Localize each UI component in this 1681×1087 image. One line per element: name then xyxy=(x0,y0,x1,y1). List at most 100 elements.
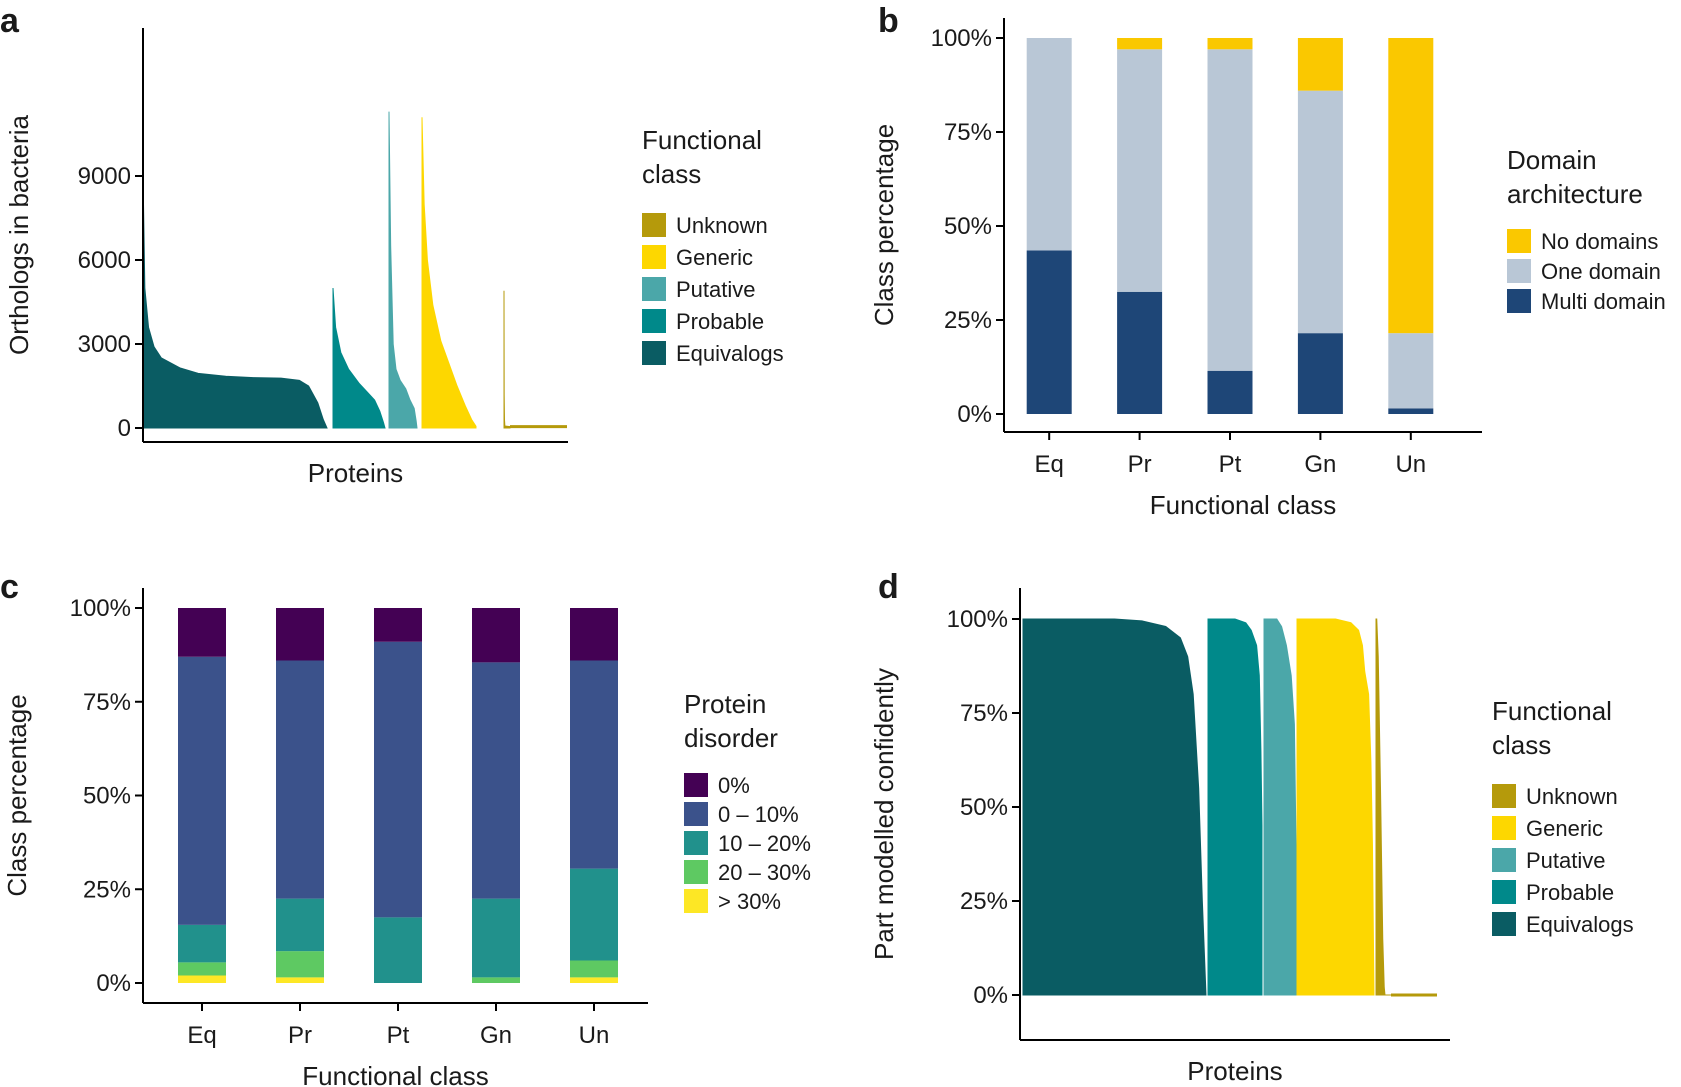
panel-b-x-axis-title: Functional class xyxy=(1150,490,1336,520)
panel-c-x-axis-title: Functional class xyxy=(302,1061,488,1087)
panel-b-bar-pr-one-domain xyxy=(1117,49,1163,292)
panel-a-area-putative xyxy=(388,111,418,429)
panel-d-area-probable xyxy=(1207,618,1263,996)
panel-b-x-tick-label-pr: Pr xyxy=(1128,451,1152,478)
panel-b-x-tick-label-pt: Pt xyxy=(1219,451,1242,478)
panel-b-x-tick-label-gn: Gn xyxy=(1304,451,1336,478)
panel-c-bar-un-0-10 xyxy=(570,660,618,869)
panel-c-legend-label-10-20: 10 – 20% xyxy=(718,831,811,856)
panel-b-x-tick-label-un: Un xyxy=(1395,451,1426,478)
panel-b-y-tick-label-2: 50% xyxy=(944,213,992,240)
panel-b-bar-pt-one-domain xyxy=(1207,49,1253,371)
panel-a-legend-title-1: class xyxy=(642,159,701,189)
panel-c-legend-swatch-10-20 xyxy=(684,831,708,855)
panel-c-bar-pr-0-10 xyxy=(276,660,324,899)
panel-b-bar-eq-one-domain xyxy=(1026,38,1072,251)
panel-a-legend-swatch-putative xyxy=(642,277,666,301)
panel-c-bar-un-0 xyxy=(570,608,618,661)
panel-c-legend-title-1: disorder xyxy=(684,723,778,753)
panel-b-bar-gn-no-domains xyxy=(1297,38,1343,91)
panel-b-bar-pt-no-domains xyxy=(1207,38,1253,50)
panel-b-legend-label-multi-domain: Multi domain xyxy=(1541,289,1666,314)
panel-c-bar-gn-20-30 xyxy=(472,977,520,983)
panel-a-legend-label-equivalogs: Equivalogs xyxy=(676,341,784,366)
panel-c-bar-pr-10-20 xyxy=(276,898,324,952)
panel-d-y-tick-label-4: 100% xyxy=(947,606,1008,633)
panel-b-x-tick-label-eq: Eq xyxy=(1035,451,1064,478)
panel-d-area-generic xyxy=(1296,618,1375,996)
panel-b-bar-gn-multi-domain xyxy=(1297,333,1343,414)
panel-d-area-unknown xyxy=(1375,618,1391,996)
panel-c-legend-swatch-0 xyxy=(684,773,708,797)
panel-d-legend-label-probable: Probable xyxy=(1526,880,1614,905)
panel-c-legend-swatch-20-30 xyxy=(684,860,708,884)
panel-d-area-equivalogs xyxy=(1022,618,1207,996)
panel-c-y-tick-label-0: 0% xyxy=(96,970,131,997)
panel-d-legend-title-1: class xyxy=(1492,730,1551,760)
panel-c-bar-eq-10-20 xyxy=(178,924,226,963)
panel-c-legend-title-0: Protein xyxy=(684,689,766,719)
panel-b-legend-title-0: Domain xyxy=(1507,145,1597,175)
panel-b-legend-swatch-one-domain xyxy=(1507,259,1531,283)
panel-c-bar-pt-0-10 xyxy=(374,641,422,918)
panel-c-bar-eq-0-10 xyxy=(178,656,226,925)
panel-c-y-axis-title: Class percentage xyxy=(2,694,32,896)
panel-c-legend-label-0: 0% xyxy=(718,773,750,798)
panel-d-legend-swatch-probable xyxy=(1492,880,1516,904)
panel-d-x-axis-title: Proteins xyxy=(1187,1056,1282,1086)
panel-d-legend-title-0: Functional xyxy=(1492,696,1612,726)
panel-d-legend-label-equivalogs: Equivalogs xyxy=(1526,912,1634,937)
panel-d-legend-swatch-equivalogs xyxy=(1492,912,1516,936)
panel-a-area-unknown xyxy=(503,290,511,429)
panel-a-y-axis-title: Orthologs in bacteria xyxy=(4,115,34,355)
panel-c-y-tick-label-4: 100% xyxy=(70,595,131,622)
panel-c-x-tick-label-eq: Eq xyxy=(187,1022,216,1049)
panel-c-y-tick-label-2: 50% xyxy=(83,783,131,810)
panel-b-bar-un-one-domain xyxy=(1388,333,1434,409)
panel-b-y-tick-label-0: 0% xyxy=(957,401,992,428)
panel-a-area-probable xyxy=(332,287,386,429)
panel-b-bar-pr-no-domains xyxy=(1117,38,1163,50)
panel-a-legend-label-generic: Generic xyxy=(676,245,753,270)
panel-b-legend-swatch-multi-domain xyxy=(1507,289,1531,313)
panel-letter-b: b xyxy=(878,2,899,40)
panel-d-area-putative xyxy=(1263,618,1297,996)
panel-d-legend-swatch-unknown xyxy=(1492,784,1516,808)
panel-a-y-tick-label-1: 3000 xyxy=(78,331,131,358)
panel-d-y-tick-label-3: 75% xyxy=(960,700,1008,727)
panel-b-bar-un-no-domains xyxy=(1388,38,1434,334)
panel-d-legend-label-generic: Generic xyxy=(1526,816,1603,841)
panel-a-legend-label-unknown: Unknown xyxy=(676,213,768,238)
panel-c-x-tick-label-pr: Pr xyxy=(288,1022,312,1049)
panel-d-y-tick-label-2: 50% xyxy=(960,794,1008,821)
panel-b-bar-gn-one-domain xyxy=(1297,90,1343,334)
panel-a-y-tick-label-3: 9000 xyxy=(78,163,131,190)
panel-a-area-generic xyxy=(421,117,477,429)
panel-a-legend-swatch-probable xyxy=(642,309,666,333)
panel-letter-d: d xyxy=(878,568,899,606)
panel-b-legend-label-no-domains: No domains xyxy=(1541,229,1658,254)
panel-c-bar-eq-0 xyxy=(178,608,226,657)
panel-c-bar-pr-20-30 xyxy=(276,951,324,978)
panel-b-bar-pr-multi-domain xyxy=(1117,291,1163,414)
panel-d-y-tick-label-1: 25% xyxy=(960,888,1008,915)
panel-c-bar-un-20-30 xyxy=(570,960,618,978)
panel-a-legend-label-putative: Putative xyxy=(676,277,756,302)
panel-c-legend-swatch-30 xyxy=(684,889,708,913)
panel-a-legend-swatch-equivalogs xyxy=(642,341,666,365)
panel-c-x-tick-label-un: Un xyxy=(579,1022,610,1049)
panel-d-legend-label-putative: Putative xyxy=(1526,848,1606,873)
panel-c-legend-swatch-0-10 xyxy=(684,802,708,826)
panel-d-legend-label-unknown: Unknown xyxy=(1526,784,1618,809)
panel-d-y-tick-label-0: 0% xyxy=(973,982,1008,1009)
panel-letter-c: c xyxy=(0,568,19,606)
panel-c-y-tick-label-1: 25% xyxy=(83,876,131,903)
panel-c-bar-pr-0 xyxy=(276,608,324,661)
panel-a-y-tick-label-0: 0 xyxy=(118,415,131,442)
panel-d-legend-swatch-putative xyxy=(1492,848,1516,872)
panel-b-legend-label-one-domain: One domain xyxy=(1541,259,1661,284)
panel-c-bar-pr-30 xyxy=(276,977,324,983)
panel-c-x-tick-label-gn: Gn xyxy=(480,1022,512,1049)
panel-b-y-tick-label-3: 75% xyxy=(944,119,992,146)
